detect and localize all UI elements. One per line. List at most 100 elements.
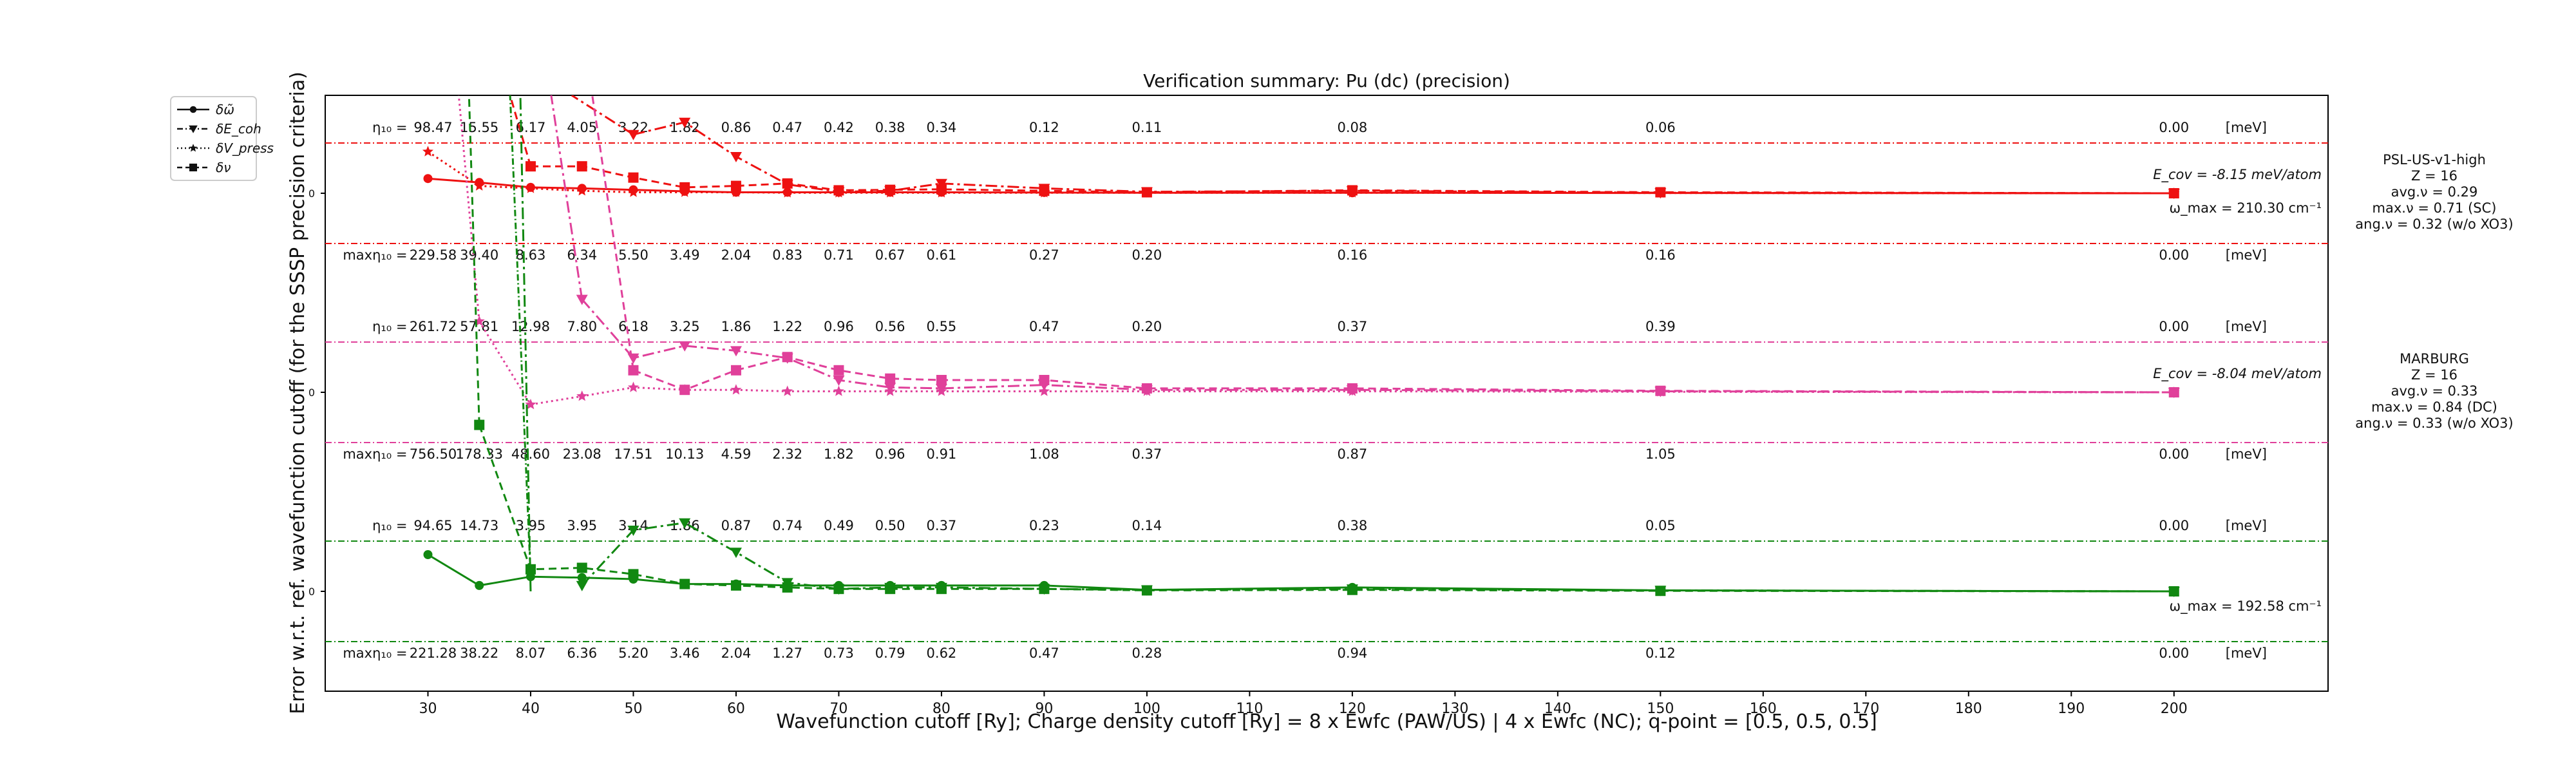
eta-value: 0.00 <box>2159 120 2189 135</box>
series-ecoh <box>576 294 2180 398</box>
maxeta-value: 1.05 <box>1645 446 1676 462</box>
pseudo-info-line: max.ν = 0.84 (DC) <box>2371 399 2497 415</box>
series-nu <box>628 352 2179 397</box>
omega-max-annotation: ω_max = 210.30 cm⁻¹ <box>2170 200 2322 216</box>
data-point-nu <box>1141 585 1152 596</box>
eta-value: 0.74 <box>772 518 802 533</box>
x-tick-label: 190 <box>2058 701 2085 717</box>
eta-value: 15.55 <box>460 120 498 135</box>
maxeta-value: 221.28 <box>410 645 457 661</box>
x-tick-label: 130 <box>1441 701 1468 717</box>
maxeta-value: 0.00 <box>2159 446 2189 462</box>
legend-label: δE_coh <box>216 121 261 137</box>
x-axis-label: Wavefunction cutoff [Ry]; Charge density… <box>776 711 1877 733</box>
eta-value: 261.72 <box>410 319 457 334</box>
eta-value: 0.00 <box>2159 518 2189 533</box>
maxeta-value: 2.32 <box>772 446 802 462</box>
data-point-phonon <box>423 174 433 184</box>
data-point-nu <box>1141 383 1152 394</box>
eta-value: 98.47 <box>413 120 452 135</box>
data-point-press <box>730 186 742 197</box>
maxeta-value: 6.34 <box>567 247 597 263</box>
eta-value: 0.39 <box>1645 319 1676 334</box>
y-zero-label: 0 <box>308 586 315 598</box>
data-point-press <box>936 385 947 396</box>
data-point-press <box>525 182 536 193</box>
eta-value: 0.49 <box>824 518 854 533</box>
data-point-ecoh <box>679 117 691 128</box>
pseudo-info-line: ang.ν = 0.32 (w/o XO3) <box>2355 216 2513 232</box>
eta-value: 0.23 <box>1029 518 1059 533</box>
data-point-nu <box>782 352 793 363</box>
maxeta-value: 0.16 <box>1645 247 1676 263</box>
eta-value: 0.55 <box>927 319 957 334</box>
data-point-nu <box>730 365 741 376</box>
data-point-nu <box>833 365 844 376</box>
series-press <box>473 315 2180 410</box>
data-point-nu <box>1347 584 1358 595</box>
x-tick-label: 70 <box>829 701 848 717</box>
maxeta-value: 3.46 <box>670 645 700 661</box>
maxeta-value: 0.94 <box>1337 645 1367 661</box>
series-line-ecoh <box>581 298 2174 394</box>
maxeta-value: 2.04 <box>721 247 752 263</box>
maxeta-value: 756.50 <box>410 446 457 462</box>
omega-max-annotation: ω_max = 192.58 cm⁻¹ <box>2170 598 2322 615</box>
offscale-line-phonon <box>509 95 532 577</box>
maxeta-value: 0.83 <box>772 247 802 263</box>
series-ecoh <box>627 117 2180 199</box>
panel-3: 0 η₁₀ = maxη₁₀ = 94.65 221.28 14.73 38.22 3.95 8… <box>308 95 2328 661</box>
maxeta-value: 0.16 <box>1337 247 1367 263</box>
eta-value: 0.12 <box>1029 120 1059 135</box>
data-point-nu <box>1039 375 1050 385</box>
eta-value: 0.34 <box>927 120 957 135</box>
series-nu <box>525 161 2179 198</box>
x-axis-ticks: 30 40 50 60 70 80 90 100 110 120 130 140 150 160 170 18… <box>419 691 2188 717</box>
eta-label: η₁₀ = <box>372 120 407 135</box>
data-point-nu <box>1141 187 1152 198</box>
legend-box <box>170 96 257 181</box>
maxeta-value: 23.08 <box>563 446 601 462</box>
offscale-line-ecoh <box>550 95 583 300</box>
x-tick-label: 50 <box>624 701 642 717</box>
data-point-nu <box>1039 186 1050 196</box>
data-point-press <box>730 384 742 395</box>
maxeta-value: 0.20 <box>1132 247 1162 263</box>
eta-value: 6.18 <box>618 319 649 334</box>
eta-unit: [meV] <box>2226 120 2267 135</box>
series-line-nu <box>478 425 2174 593</box>
data-point-nu <box>2168 387 2179 397</box>
maxeta-value: 0.62 <box>927 645 957 661</box>
eta-value: 0.08 <box>1337 120 1367 135</box>
data-point-press <box>627 186 639 197</box>
maxeta-label: maxη₁₀ = <box>343 247 407 263</box>
maxeta-value: 229.58 <box>410 247 457 263</box>
eta-label: η₁₀ = <box>372 319 407 334</box>
maxeta-value: 0.28 <box>1132 645 1162 661</box>
data-point-nu <box>833 584 844 595</box>
data-point-nu <box>2168 188 2179 198</box>
maxeta-unit: [meV] <box>2226 247 2267 263</box>
maxeta-value: 0.96 <box>875 446 905 462</box>
data-point-nu <box>1655 586 1666 596</box>
data-point-press <box>782 187 793 198</box>
data-point-press <box>422 146 433 157</box>
maxeta-unit: [meV] <box>2226 645 2267 661</box>
maxeta-value: 0.00 <box>2159 247 2189 263</box>
series-line-phonon <box>428 177 2174 195</box>
eta-value: 3.25 <box>670 319 700 334</box>
series-line-ecoh <box>633 121 2174 195</box>
eta-value: 1.86 <box>721 319 752 334</box>
eta-value: 0.96 <box>824 319 854 334</box>
eta-value: 0.06 <box>1645 120 1676 135</box>
y-axis-label: Error w.r.t. ref. wavefunction cutoff (f… <box>287 72 309 714</box>
data-point-nu <box>679 182 690 193</box>
eta-value: 0.86 <box>721 120 752 135</box>
x-tick-label: 80 <box>933 701 951 717</box>
eta-value: 94.65 <box>413 518 452 533</box>
pseudo-info-line: Z = 16 <box>2411 168 2458 184</box>
eta-value: 4.05 <box>567 120 597 135</box>
